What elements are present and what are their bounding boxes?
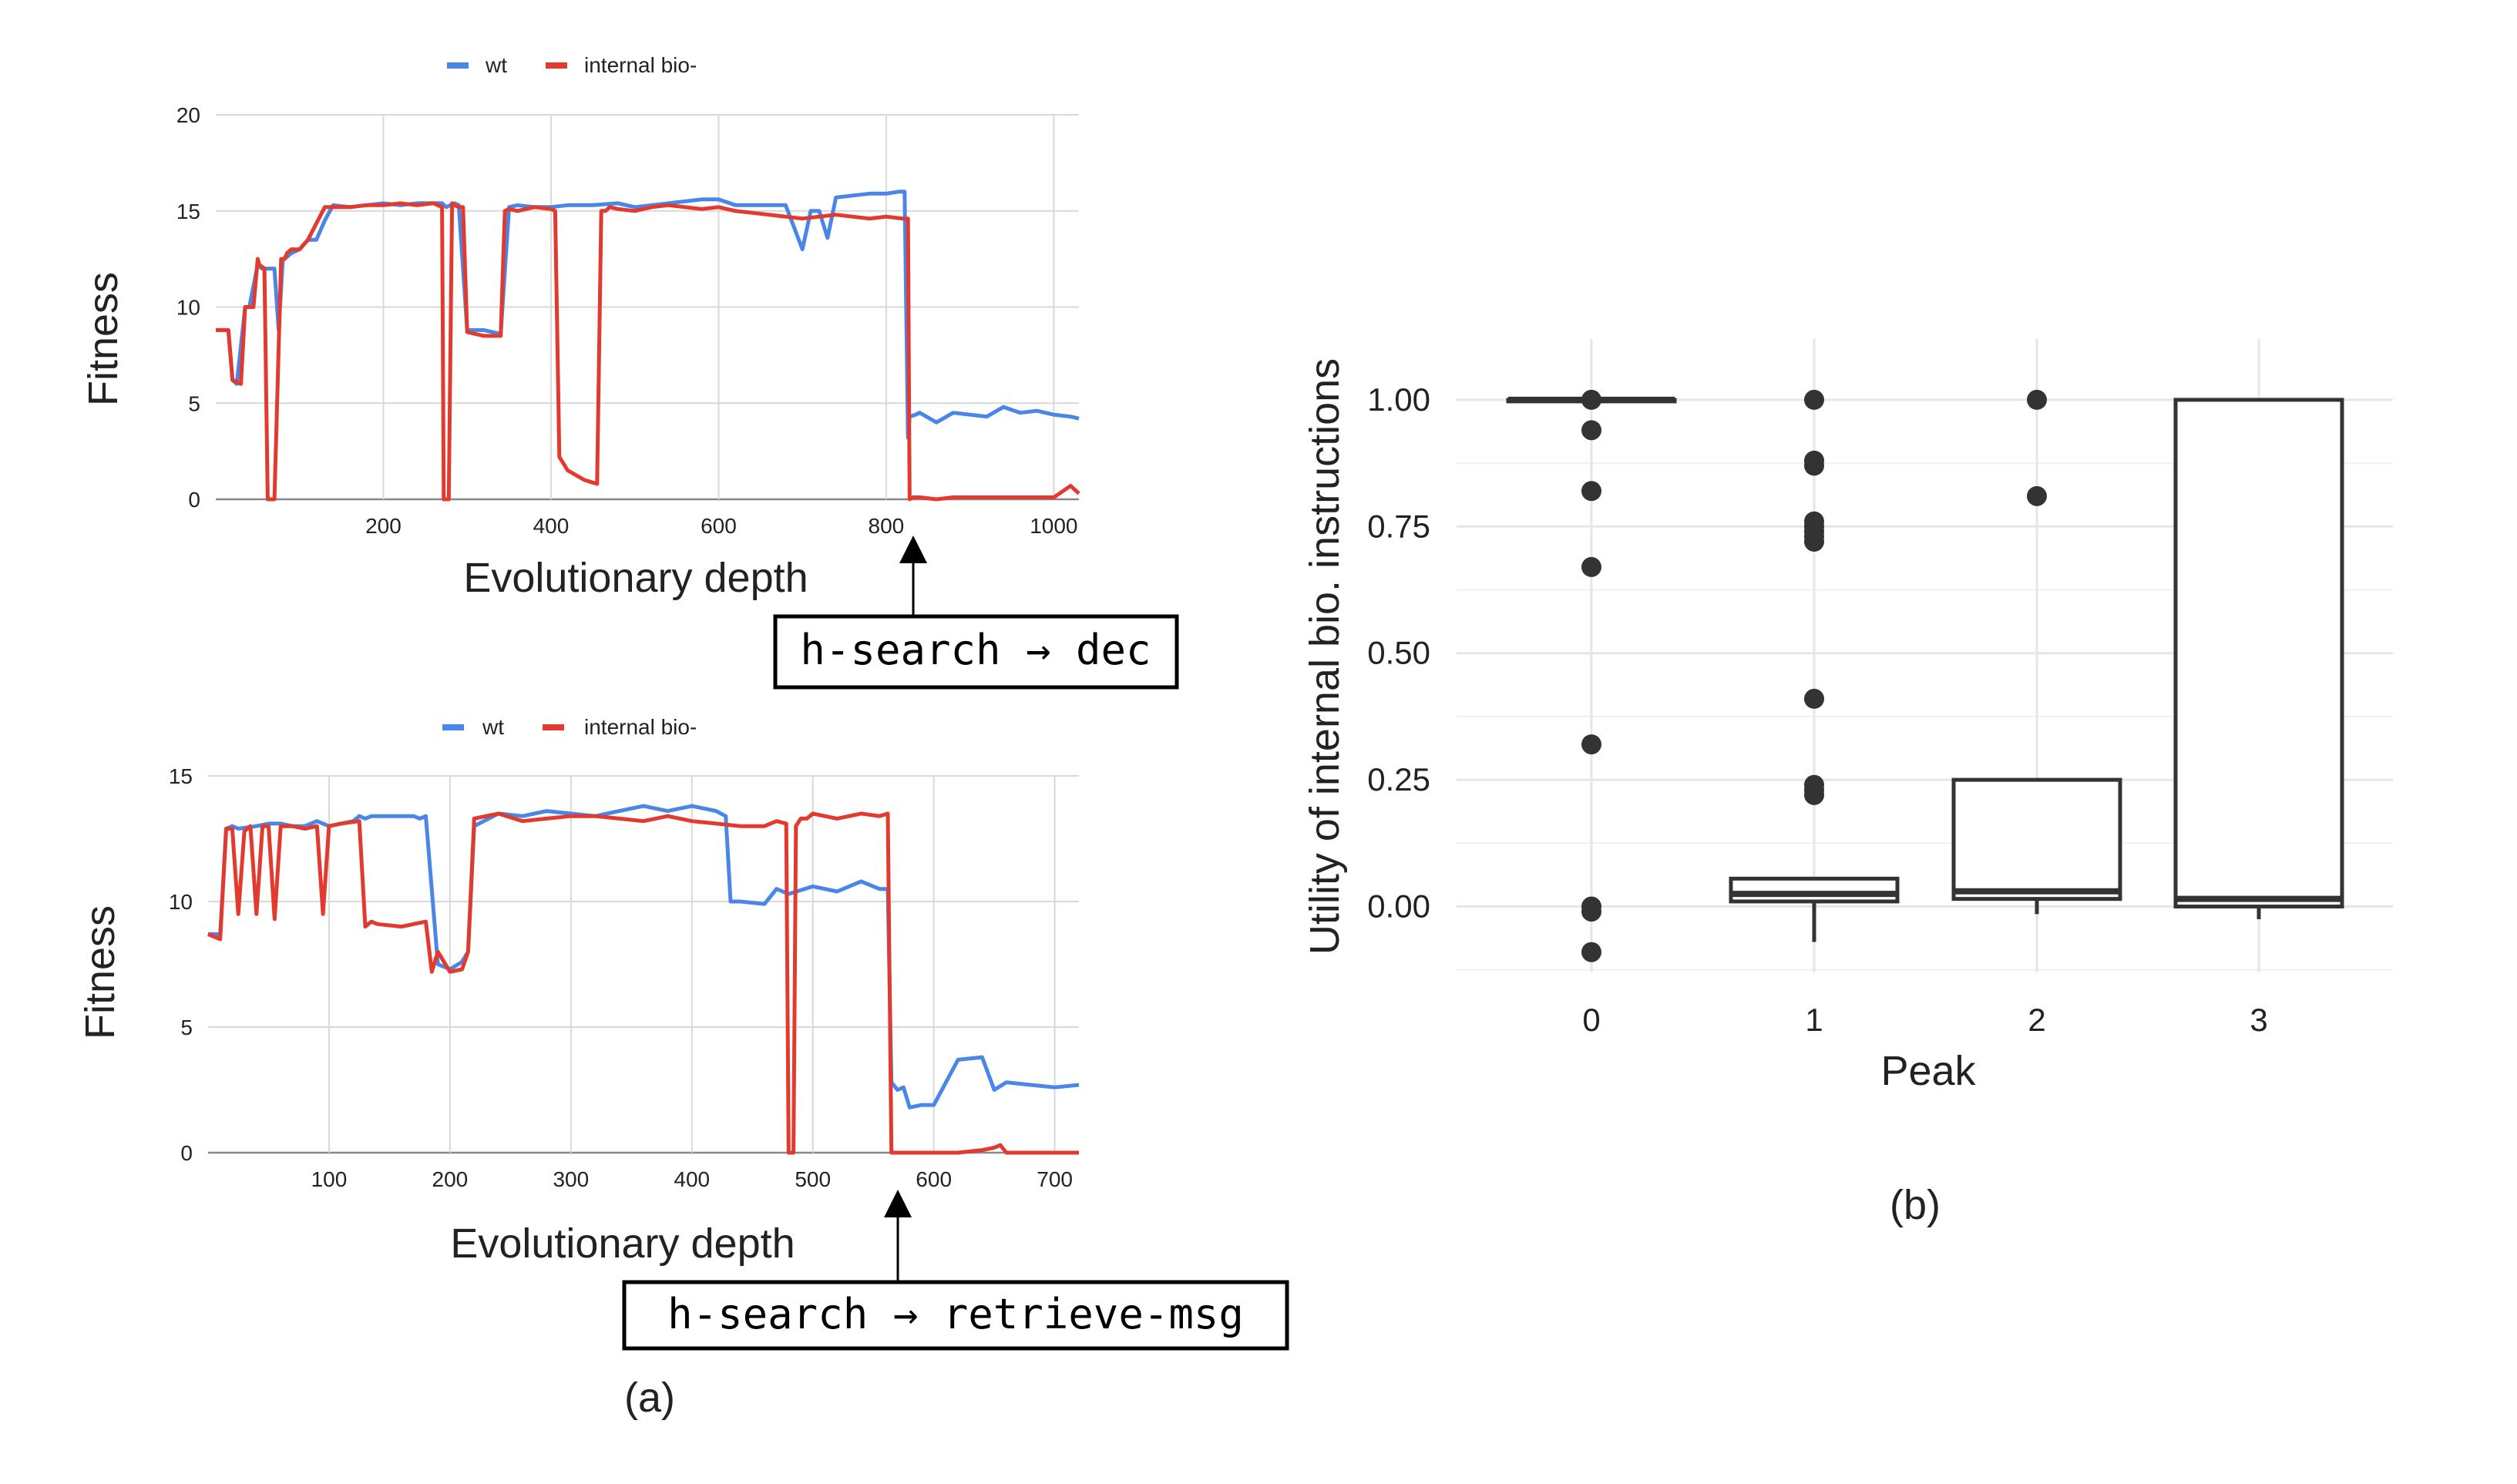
box-3: [2173, 398, 2344, 919]
annotation-box-top: [773, 614, 1179, 690]
y-tick-label: 10: [176, 296, 200, 320]
box-1: [1729, 389, 1900, 942]
series-lines-top: [216, 190, 1080, 502]
x-tick-label: 600: [916, 1167, 952, 1191]
legend-swatch-wt: [447, 62, 469, 69]
outlier-point: [1804, 784, 1824, 805]
x-tick-label: 800: [869, 514, 905, 538]
x-axis-label-top: Evolutionary depth: [463, 555, 808, 601]
series-line-internal-bio: [207, 811, 1079, 1155]
x-tick-label: 400: [533, 514, 570, 538]
x-tick-label: 200: [365, 514, 402, 538]
utility-boxplot: 0.00 0.25 0.50 0.75 1.00 0 1 2 3 Utility of inte…: [1302, 339, 2393, 1094]
legend-label-internal: internal bio-: [584, 53, 697, 77]
y-tick-label: 0.50: [1367, 635, 1430, 671]
outlier-point: [1804, 532, 1824, 552]
x-tick-label: 200: [432, 1167, 469, 1191]
tick-labels-bottom: 0 5 10 15 100 200 300 400 500 600 700: [169, 764, 1073, 1191]
box-2: [1951, 389, 2122, 915]
y-tick-label: 0: [188, 488, 200, 512]
y-tick-label: 0.25: [1367, 761, 1430, 797]
outlier-point: [1804, 688, 1824, 709]
series-line-internal-bio: [216, 201, 1080, 502]
caption-a: (a): [624, 1375, 675, 1421]
outlier-point: [1581, 389, 1601, 410]
y-tick-label: 5: [188, 391, 200, 415]
gridlines-top: [216, 114, 1079, 501]
outlier-point: [1804, 389, 1824, 410]
x-tick-label: 700: [1037, 1167, 1073, 1191]
outlier-point: [1581, 901, 1601, 922]
box-body: [2173, 398, 2344, 909]
legend-swatch-wt: [442, 724, 464, 730]
x-axis-label-boxplot: Peak: [1880, 1048, 1976, 1094]
outlier-point: [1581, 420, 1601, 441]
box-0: [1506, 389, 1677, 962]
outlier-point: [1581, 942, 1601, 962]
x-tick-label: 2: [2028, 1002, 2045, 1038]
series-line-wt: [208, 804, 1080, 1110]
x-tick-label: 1000: [1030, 514, 1077, 538]
caption-b: (b): [1890, 1182, 1941, 1228]
annotation-text-top: h-search → dec: [800, 626, 1151, 674]
legend-swatch-internal: [543, 724, 564, 730]
x-tick-label: 1: [1805, 1002, 1823, 1038]
x-tick-label: 500: [795, 1167, 831, 1191]
outlier-point: [1581, 556, 1601, 577]
outlier-point: [2027, 485, 2047, 506]
x-tick-label: 3: [2250, 1002, 2267, 1038]
y-tick-label: 20: [176, 103, 200, 127]
x-tick-label: 0: [1582, 1002, 1600, 1038]
annotation-text-bottom: h-search → retrieve-msg: [667, 1290, 1244, 1338]
x-axis-label-bottom: Evolutionary depth: [450, 1220, 795, 1267]
series-lines-bottom: [207, 804, 1080, 1155]
fitness-chart-bottom: wt internal bio- 0 5 10 15 100 200 300 400 500 60…: [77, 715, 1289, 1351]
y-tick-label: 5: [180, 1016, 193, 1039]
y-tick-label: 1.00: [1367, 381, 1430, 418]
y-axis-label-boxplot: Utility of internal bio. instructions: [1302, 358, 1348, 955]
legend-bottom: wt internal bio-: [442, 715, 697, 739]
tick-labels-top: 0 5 10 15 20 200 400 600 800 1000: [176, 103, 1078, 538]
y-tick-label: 0: [180, 1141, 193, 1165]
box-body: [1951, 777, 2122, 901]
tick-labels-boxplot: 0.00 0.25 0.50 0.75 1.00 0 1 2 3: [1367, 381, 2267, 1038]
legend-label-internal: internal bio-: [584, 715, 697, 739]
outlier-point: [1581, 734, 1601, 755]
boxes: [1506, 389, 2344, 962]
outlier-point: [1804, 455, 1824, 476]
y-axis-label-bottom: Fitness: [77, 905, 123, 1039]
x-tick-label: 600: [701, 514, 737, 538]
legend-swatch-internal: [546, 62, 567, 69]
annotation-box-bottom: [622, 1280, 1289, 1351]
legend-label-wt: wt: [482, 715, 504, 739]
x-tick-label: 400: [674, 1167, 710, 1191]
y-tick-label: 10: [169, 890, 193, 914]
box-body: [1729, 876, 1900, 904]
legend-label-wt: wt: [485, 53, 507, 77]
y-tick-label: 15: [169, 764, 193, 788]
legend-top: wt internal bio-: [447, 53, 697, 77]
x-tick-label: 300: [553, 1167, 589, 1191]
fitness-chart-top: wt internal bio- 0 5 10 15 20 200 400 600 800 100…: [80, 53, 1179, 690]
y-axis-label-top: Fitness: [80, 272, 126, 406]
y-tick-label: 15: [176, 200, 200, 223]
y-tick-label: 0.75: [1367, 508, 1430, 544]
outlier-point: [2027, 389, 2047, 410]
outlier-point: [1581, 481, 1601, 502]
y-tick-label: 0.00: [1367, 888, 1430, 925]
x-tick-label: 100: [311, 1167, 348, 1191]
series-line-wt: [216, 190, 1080, 440]
